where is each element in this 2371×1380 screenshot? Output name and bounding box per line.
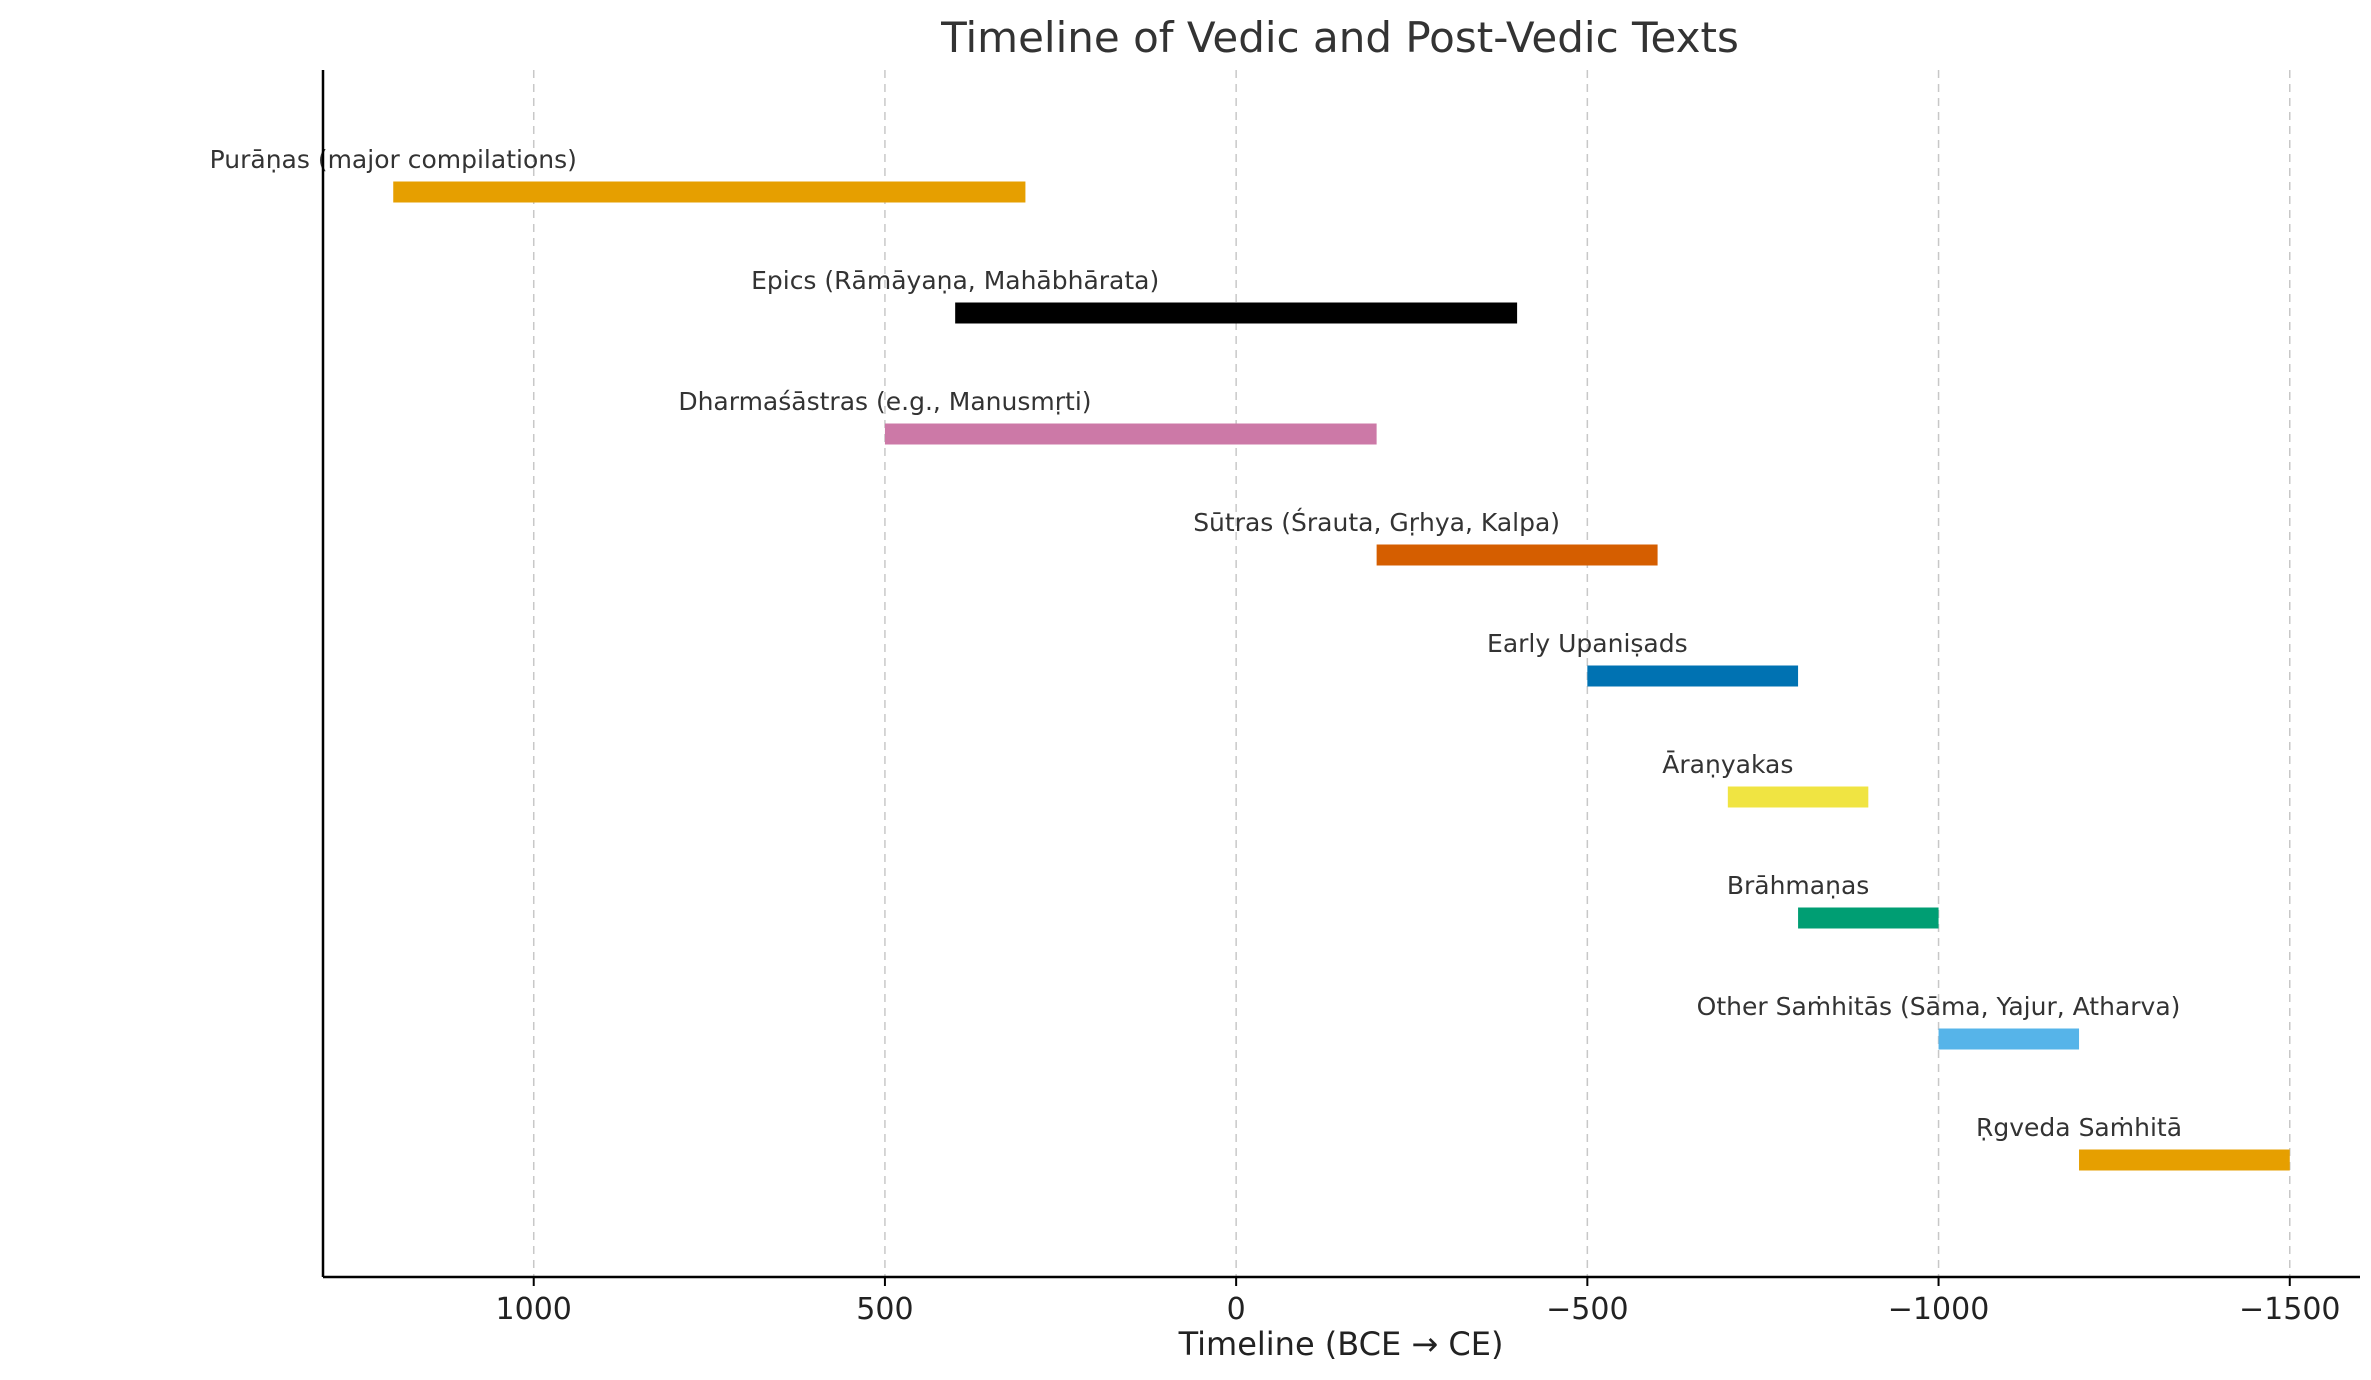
x-tick-label: 0	[1227, 1292, 1246, 1327]
bar-label-4: Early Upaniṣads	[1487, 629, 1688, 658]
x-tick-label: −1000	[1888, 1292, 1989, 1327]
bar-label-8: Ṛgveda Saṁhitā	[1976, 1113, 2182, 1142]
bar-8	[2079, 1149, 2290, 1171]
bar-labels: Purāṇas (major compilations) Epics (Rāmāy…	[210, 145, 2182, 1142]
bar-1	[955, 302, 1518, 324]
bar-label-1: Epics (Rāmāyaṇa, Mahābhārata)	[751, 266, 1159, 295]
x-tick-label: 1000	[496, 1292, 572, 1327]
bar-6	[1798, 907, 1939, 929]
bar-label-2: Dharmaśāstras (e.g., Manusmṛti)	[678, 387, 1091, 416]
bar-label-0: Purāṇas (major compilations)	[210, 145, 577, 174]
bar-0	[393, 181, 1026, 203]
x-tick-label: 500	[856, 1292, 913, 1327]
x-tick-label: −1500	[2239, 1292, 2340, 1327]
bar-5	[1727, 786, 1869, 808]
bar-label-5: Āraṇyakas	[1662, 750, 1793, 779]
bar-label-7: Other Saṁhitās (Sāma, Yajur, Atharva)	[1697, 992, 2181, 1021]
bar-3	[1376, 544, 1658, 566]
bar-label-3: Sūtras (Śrauta, Gṛhya, Kalpa)	[1193, 507, 1560, 537]
x-tick-label: −500	[1546, 1292, 1628, 1327]
bar-7	[1938, 1028, 2080, 1050]
bar-label-6: Brāhmaṇas	[1727, 871, 1869, 900]
x-axis-label: Timeline (BCE → CE)	[1178, 1325, 1504, 1363]
chart-title: Timeline of Vedic and Post-Vedic Texts	[940, 13, 1739, 62]
bar-2	[884, 423, 1377, 445]
bar-4	[1587, 665, 1799, 687]
x-ticks: 1000 500 0 −500 −1000 −1500	[496, 1277, 2341, 1327]
grid-lines	[532, 70, 2291, 1277]
bars	[393, 181, 2290, 1171]
